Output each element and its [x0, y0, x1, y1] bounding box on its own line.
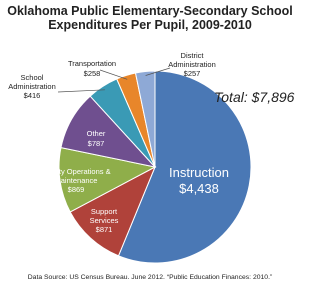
slice-label: Other	[86, 129, 106, 138]
slice-label: Transportation	[67, 59, 117, 68]
slice-label: District Administration	[168, 51, 216, 69]
leader-line	[57, 89, 105, 93]
value-label: $869	[67, 185, 85, 194]
slice-label: School Administration	[8, 73, 56, 91]
pie-slice	[58, 146, 157, 213]
chart: Oklahoma Public Elementary-Secondary Sch…	[7, 4, 295, 281]
value-label: $871	[95, 225, 113, 234]
value-label: $416	[23, 91, 41, 100]
pie-area	[57, 67, 252, 264]
leader-line	[145, 67, 171, 76]
chart-title: Oklahoma Public Elementary-Secondary Sch…	[7, 4, 293, 33]
value-label: $258	[83, 69, 101, 78]
annotation: Total: $7,896	[214, 89, 295, 105]
source: Data Source: US Census Bureau. June 2012…	[27, 274, 273, 281]
slice-label: Support Services	[89, 207, 119, 225]
leader-line	[99, 69, 128, 80]
slice-label: Facility Operations & Maintenance	[41, 167, 111, 185]
pie-slice	[134, 70, 156, 168]
pie-slice	[69, 165, 156, 257]
value-label: $4,438	[179, 181, 219, 196]
slice-label: Instruction	[169, 165, 229, 180]
value-label: $257	[183, 69, 201, 78]
value-label: $787	[87, 139, 105, 148]
pie-slice	[117, 70, 252, 264]
